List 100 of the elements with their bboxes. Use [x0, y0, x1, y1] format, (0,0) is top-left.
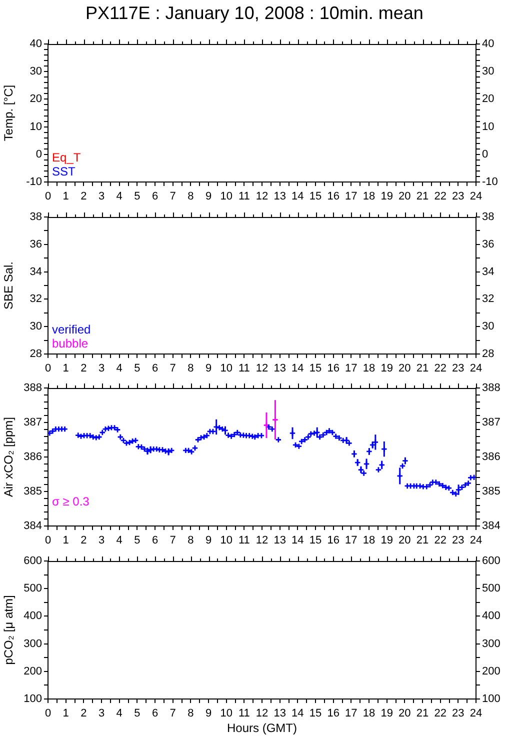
x-tick-label: 4 — [116, 534, 122, 547]
x-tick-label: 14 — [292, 190, 304, 203]
x-tick-label: 10 — [220, 534, 232, 547]
x-tick-label: 15 — [309, 708, 322, 720]
x-tick-label: 21 — [416, 708, 429, 720]
x-tick-label: 1 — [62, 362, 69, 375]
x-tick-label: 1 — [62, 190, 69, 203]
y2-tick-label: 20 — [482, 93, 494, 106]
y2-tick-label: 28 — [482, 348, 494, 360]
y2-tick-label: 30 — [482, 320, 494, 333]
x-tick-label: 20 — [398, 362, 411, 375]
x-tick-label: 15 — [309, 190, 322, 203]
y2-tick-label: 100 — [482, 693, 500, 706]
x-tick-label: 5 — [134, 362, 140, 375]
x-tick-label: 9 — [205, 362, 212, 375]
legend-label: bubble — [52, 336, 88, 350]
y-tick-label: 10 — [30, 120, 42, 133]
x-tick-label: 16 — [327, 708, 340, 720]
x-tick-label: 21 — [416, 534, 429, 547]
x-tick-label: 17 — [345, 190, 358, 203]
y-axis-title: SBE Sal. — [2, 261, 16, 310]
text: σ ≥ 0.3 — [52, 494, 90, 508]
y-tick-label: 32 — [30, 293, 42, 306]
y2-tick-label: 32 — [482, 293, 494, 306]
y-tick-label: -10 — [26, 176, 42, 188]
y2-tick-label: 384 — [482, 520, 500, 532]
x-tick-label: 10 — [220, 190, 232, 203]
y-tick-label: 400 — [24, 610, 42, 622]
x-tick-label: 19 — [380, 708, 393, 720]
x-tick-label: 24 — [470, 362, 482, 375]
x-tick-label: 4 — [116, 708, 122, 720]
x-tick-label: 8 — [188, 190, 194, 203]
x-tick-label: 20 — [398, 708, 411, 720]
x-tick-label: 19 — [380, 190, 393, 203]
x-tick-label: 23 — [452, 708, 464, 720]
x-tick-label: 10 — [220, 708, 232, 720]
x-tick-label: 6 — [152, 190, 158, 203]
y2-tick-label: 40 — [482, 38, 494, 50]
y2-tick-label: 38 — [482, 211, 494, 224]
y-tick-label: 388 — [24, 382, 42, 394]
x-tick-label: 2 — [80, 190, 87, 203]
x-tick-label: 23 — [452, 362, 464, 375]
x-tick-label: 8 — [188, 534, 194, 547]
y2-tick-label: 386 — [482, 451, 500, 464]
x-tick-label: 24 — [470, 708, 482, 720]
x-tick-label: 0 — [44, 534, 52, 547]
x-tick-label: 15 — [309, 362, 322, 375]
x-tick-label: 5 — [134, 708, 140, 720]
x-tick-label: 7 — [170, 362, 176, 375]
x-tick-label: 23 — [452, 190, 464, 203]
x-tick-label: 2 — [80, 534, 87, 547]
y2-tick-label: 385 — [482, 486, 500, 498]
x-tick-label: 6 — [152, 534, 158, 547]
y2-tick-label: 387 — [482, 416, 500, 429]
y2-tick-label: 300 — [482, 638, 500, 650]
y2-tick-label: 36 — [482, 238, 494, 250]
x-tick-label: 0 — [44, 190, 52, 203]
x-tick-label: 12 — [256, 190, 268, 203]
y-tick-label: 500 — [24, 582, 42, 595]
x-tick-label: 20 — [398, 190, 411, 203]
y2-tick-label: 500 — [482, 582, 500, 595]
y-tick-label: 200 — [24, 665, 42, 678]
x-tick-label: 22 — [434, 190, 446, 203]
x-tick-label: 21 — [416, 362, 429, 375]
x-tick-label: 20 — [398, 534, 411, 547]
x-tick-label: 16 — [327, 362, 340, 375]
x-tick-label: 7 — [170, 708, 176, 720]
legend-label: SST — [52, 164, 76, 178]
legend-label: verified — [52, 322, 91, 336]
y-axis-title: Temp. [°C] — [2, 84, 16, 142]
x-tick-label: 9 — [205, 708, 212, 720]
x-tick-label: 8 — [188, 708, 194, 720]
y2-tick-label: 30 — [482, 66, 494, 78]
y-tick-label: 30 — [30, 320, 42, 333]
x-tick-label: 22 — [434, 362, 446, 375]
y-tick-label: 40 — [30, 38, 42, 50]
x-tick-label: 24 — [470, 534, 482, 547]
x-tick-label: 21 — [416, 190, 429, 203]
x-tick-label: 13 — [274, 190, 286, 203]
x-tick-label: 12 — [256, 534, 268, 547]
x-tick-label: 0 — [44, 708, 52, 720]
x-tick-label: 5 — [134, 190, 140, 203]
x-tick-label: 16 — [327, 534, 340, 547]
x-tick-label: 11 — [238, 534, 250, 547]
y2-tick-label: 388 — [482, 382, 500, 394]
y2-tick-label: 10 — [482, 120, 494, 133]
y2-tick-label: -10 — [482, 176, 498, 188]
y-tick-label: 0 — [36, 148, 42, 160]
legend-label: Eq_T — [52, 150, 82, 164]
x-tick-label: 2 — [80, 708, 87, 720]
x-tick-label: 11 — [238, 190, 250, 203]
x-axis-title: Hours (GMT) — [227, 721, 297, 736]
y-axis-title: pCO₂ [μ atm] — [2, 595, 16, 665]
y-tick-label: 36 — [30, 238, 42, 250]
x-tick-label: 13 — [274, 362, 286, 375]
x-tick-label: 0 — [44, 362, 52, 375]
y2-tick-label: 200 — [482, 665, 500, 678]
x-tick-label: 5 — [134, 534, 140, 547]
x-tick-label: 12 — [256, 362, 268, 375]
x-tick-label: 4 — [116, 190, 122, 203]
